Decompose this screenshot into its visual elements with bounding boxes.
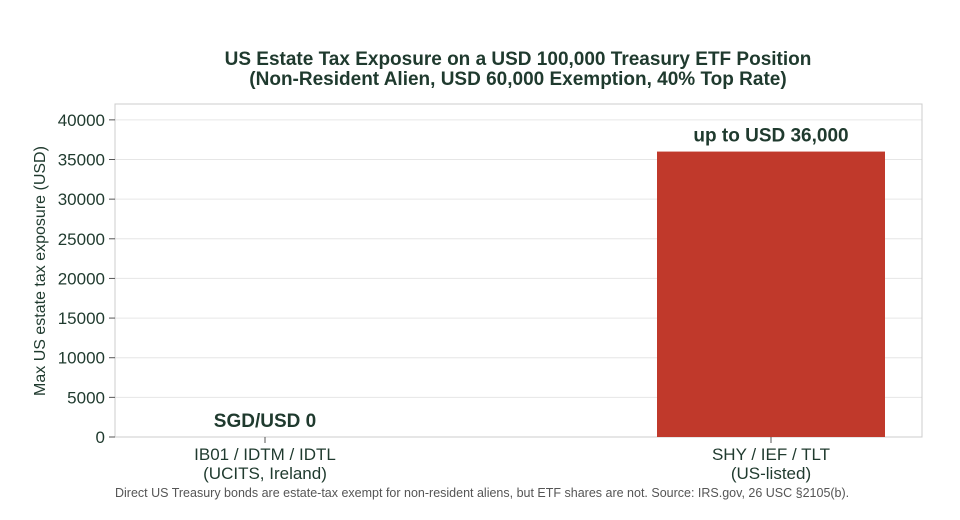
y-tick-label: 30000 (58, 190, 105, 209)
y-tick-label: 20000 (58, 269, 105, 288)
plot-frame (114, 103, 923, 438)
chart-title: US Estate Tax Exposure on a USD 100,000 … (225, 49, 812, 70)
y-tick-label: 35000 (58, 151, 105, 170)
bars: SGD/USD 0 up to USD 36,000 (214, 126, 885, 438)
y-tick-label: 5000 (67, 388, 105, 407)
bar-2 (657, 151, 885, 438)
x-tick-label: (UCITS, Ireland) (203, 464, 327, 483)
x-tick-label: SHY / IEF / TLT (712, 445, 830, 464)
y-tick-label: 25000 (58, 230, 105, 249)
data-label-1: SGD/USD 0 (214, 411, 316, 432)
y-tick-label: 10000 (58, 349, 105, 368)
y-tick-label: 0 (96, 428, 105, 447)
footnote: Direct US Treasury bonds are estate-tax … (115, 486, 849, 500)
x-tick-label: (US-listed) (731, 464, 811, 483)
y-tick-label: 40000 (58, 111, 105, 130)
x-axis: IB01 / IDTM / IDTL(UCITS, Ireland) SHY / … (194, 437, 830, 483)
data-label-2: up to USD 36,000 (693, 126, 848, 147)
y-axis: 0 5000 10000 15000 20000 25000 30000 35000 40000 (58, 111, 115, 447)
y-axis-label: Max US estate tax exposure (USD) (32, 146, 49, 396)
chart-subtitle: (Non-Resident Alien, USD 60,000 Exemptio… (249, 69, 786, 90)
gridlines (115, 119, 922, 438)
y-tick-label: 15000 (58, 309, 105, 328)
x-tick-label: IB01 / IDTM / IDTL (194, 445, 336, 464)
